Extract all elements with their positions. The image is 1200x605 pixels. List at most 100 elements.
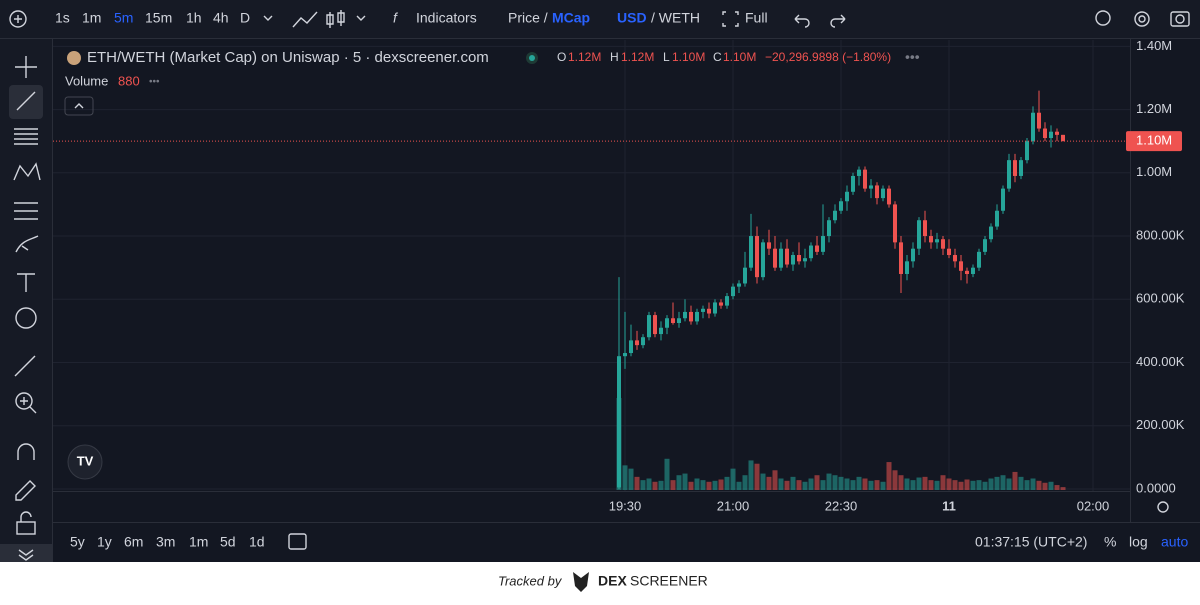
axis-settings-icon[interactable]: [1157, 501, 1169, 513]
candle-body: [1055, 131, 1059, 135]
collapse-button[interactable]: [0, 544, 52, 562]
interval-button[interactable]: 5m: [114, 10, 133, 26]
range-button[interactable]: 6m: [124, 534, 143, 550]
date-range-icon[interactable]: [288, 533, 307, 550]
volume-bar: [1054, 485, 1060, 490]
candle-body: [755, 236, 759, 278]
range-button[interactable]: 3m: [156, 534, 175, 550]
range-button[interactable]: 1d: [249, 534, 265, 550]
volume-bar: [910, 480, 916, 490]
fullscreen-button[interactable]: Full: [745, 10, 768, 26]
more-icon[interactable]: •••: [905, 49, 920, 65]
alert-icon[interactable]: [1095, 10, 1111, 26]
volume-bar: [1030, 478, 1036, 490]
interval-button[interactable]: 1s: [55, 10, 70, 26]
volume-bar: [796, 480, 802, 490]
clock: 01:37:15 (UTC+2): [975, 534, 1087, 550]
trend-line-tool[interactable]: [16, 91, 36, 111]
undo-icon[interactable]: [794, 14, 810, 28]
auto-toggle[interactable]: auto: [1161, 534, 1188, 550]
pattern-tool[interactable]: [13, 162, 41, 181]
volume-bar: [982, 481, 988, 490]
token-icon: [67, 51, 81, 65]
snapshot-icon[interactable]: [1170, 11, 1190, 27]
dropdown-icon[interactable]: [356, 15, 366, 21]
volume-bar: [814, 475, 820, 490]
candle-body: [731, 286, 735, 297]
crosshair-tool[interactable]: [15, 56, 37, 78]
volume-bar: [994, 476, 1000, 490]
y-tick-label: 1.40M: [1136, 38, 1172, 53]
emoji-tool[interactable]: [15, 307, 37, 329]
volume-bar: [724, 476, 730, 490]
interval-button[interactable]: 1h: [186, 10, 202, 26]
candles-icon[interactable]: [326, 10, 345, 28]
candle-body: [1037, 112, 1041, 129]
y-tick-label: 400.00K: [1136, 354, 1185, 369]
brush-tool[interactable]: [15, 235, 39, 253]
add-symbol-icon: [14, 15, 22, 23]
range-button[interactable]: 1y: [97, 534, 112, 550]
volume-bar: [658, 480, 664, 490]
candle-body: [707, 308, 711, 314]
volume-bar: [916, 477, 922, 490]
draw-mode-tool[interactable]: [15, 480, 36, 501]
magnet-tool[interactable]: [17, 443, 35, 460]
candle-body: [791, 255, 795, 265]
usd-toggle[interactable]: USD: [617, 10, 647, 26]
volume-bar: [700, 480, 706, 490]
brand-screener: SCREENER: [630, 573, 708, 589]
range-button[interactable]: 5d: [220, 534, 236, 550]
settings-icon[interactable]: [1134, 11, 1150, 27]
interval-button[interactable]: 4h: [213, 10, 229, 26]
candle-body: [1025, 141, 1029, 161]
interval-button[interactable]: D: [240, 10, 250, 26]
weth-toggle[interactable]: / WETH: [651, 10, 700, 26]
candle-body: [1019, 160, 1023, 176]
fx-icon[interactable]: f: [393, 10, 399, 26]
volume-bar: [646, 478, 652, 490]
range-button[interactable]: 1m: [189, 534, 208, 550]
tv-logo[interactable]: [67, 444, 103, 480]
candle-body: [653, 315, 657, 335]
candle-body: [725, 296, 729, 306]
candle-body: [857, 169, 861, 176]
candle-body: [875, 185, 879, 199]
indicators-button[interactable]: Indicators: [416, 10, 477, 26]
candle-body: [761, 242, 765, 278]
volume-bar: [856, 476, 862, 490]
candle-body: [971, 267, 975, 274]
log-toggle[interactable]: log: [1129, 534, 1148, 550]
price-toggle[interactable]: Price /: [508, 10, 548, 26]
redo-icon[interactable]: [830, 14, 846, 28]
collapse-legend[interactable]: [64, 96, 94, 116]
left-toolbar: [0, 39, 52, 562]
percent-toggle[interactable]: %: [1104, 534, 1116, 550]
lock-tool: [20, 511, 32, 522]
tv-logo: TV: [77, 453, 94, 468]
volume-bar: [712, 480, 718, 490]
lock-tool[interactable]: [16, 521, 36, 535]
projection-tool[interactable]: [14, 202, 38, 220]
candle-body: [893, 204, 897, 243]
candle-body: [947, 248, 951, 256]
candle-body: [659, 327, 663, 335]
add-symbol-icon[interactable]: [9, 10, 27, 28]
mcap-toggle[interactable]: MCap: [552, 10, 590, 26]
zoom-tool[interactable]: [15, 392, 33, 410]
volume-bar: [976, 480, 982, 490]
fib-tool[interactable]: [14, 128, 38, 145]
volume-bar: [1036, 480, 1042, 490]
interval-button[interactable]: 1m: [82, 10, 101, 26]
volume-bar: [688, 481, 694, 490]
chart-style-icon[interactable]: [292, 11, 318, 28]
dropdown-icon[interactable]: [263, 15, 273, 21]
candle-body: [881, 188, 885, 199]
fullscreen-icon[interactable]: [722, 11, 739, 27]
interval-button[interactable]: 15m: [145, 10, 172, 26]
ruler-tool[interactable]: [14, 355, 36, 377]
more-icon[interactable]: •••: [149, 77, 160, 88]
range-button[interactable]: 5y: [70, 534, 85, 550]
text-tool[interactable]: [17, 273, 35, 292]
